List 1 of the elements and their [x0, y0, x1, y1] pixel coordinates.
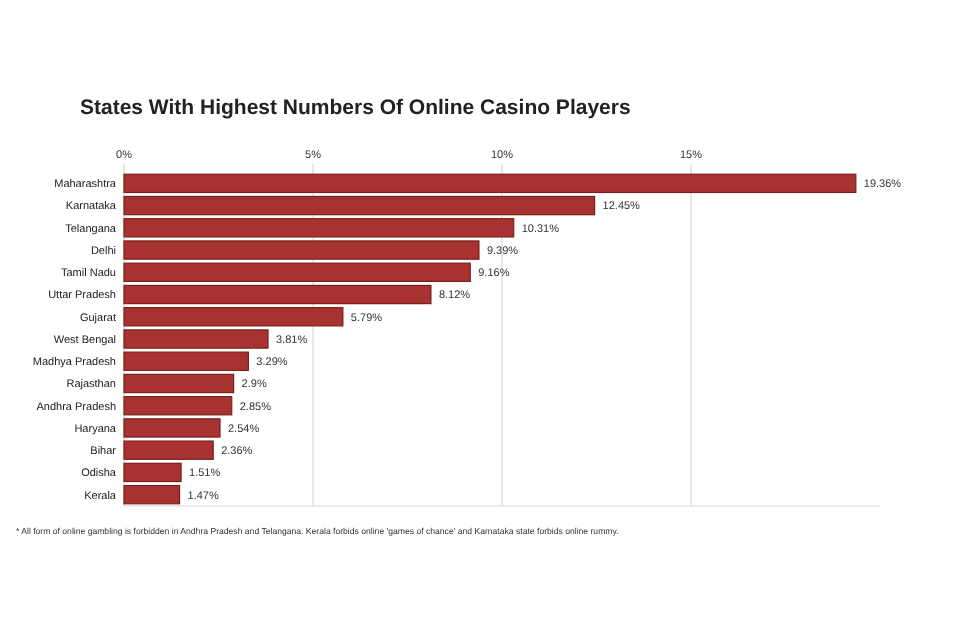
chart-title: States With Highest Numbers Of Online Casino Players	[80, 96, 631, 120]
